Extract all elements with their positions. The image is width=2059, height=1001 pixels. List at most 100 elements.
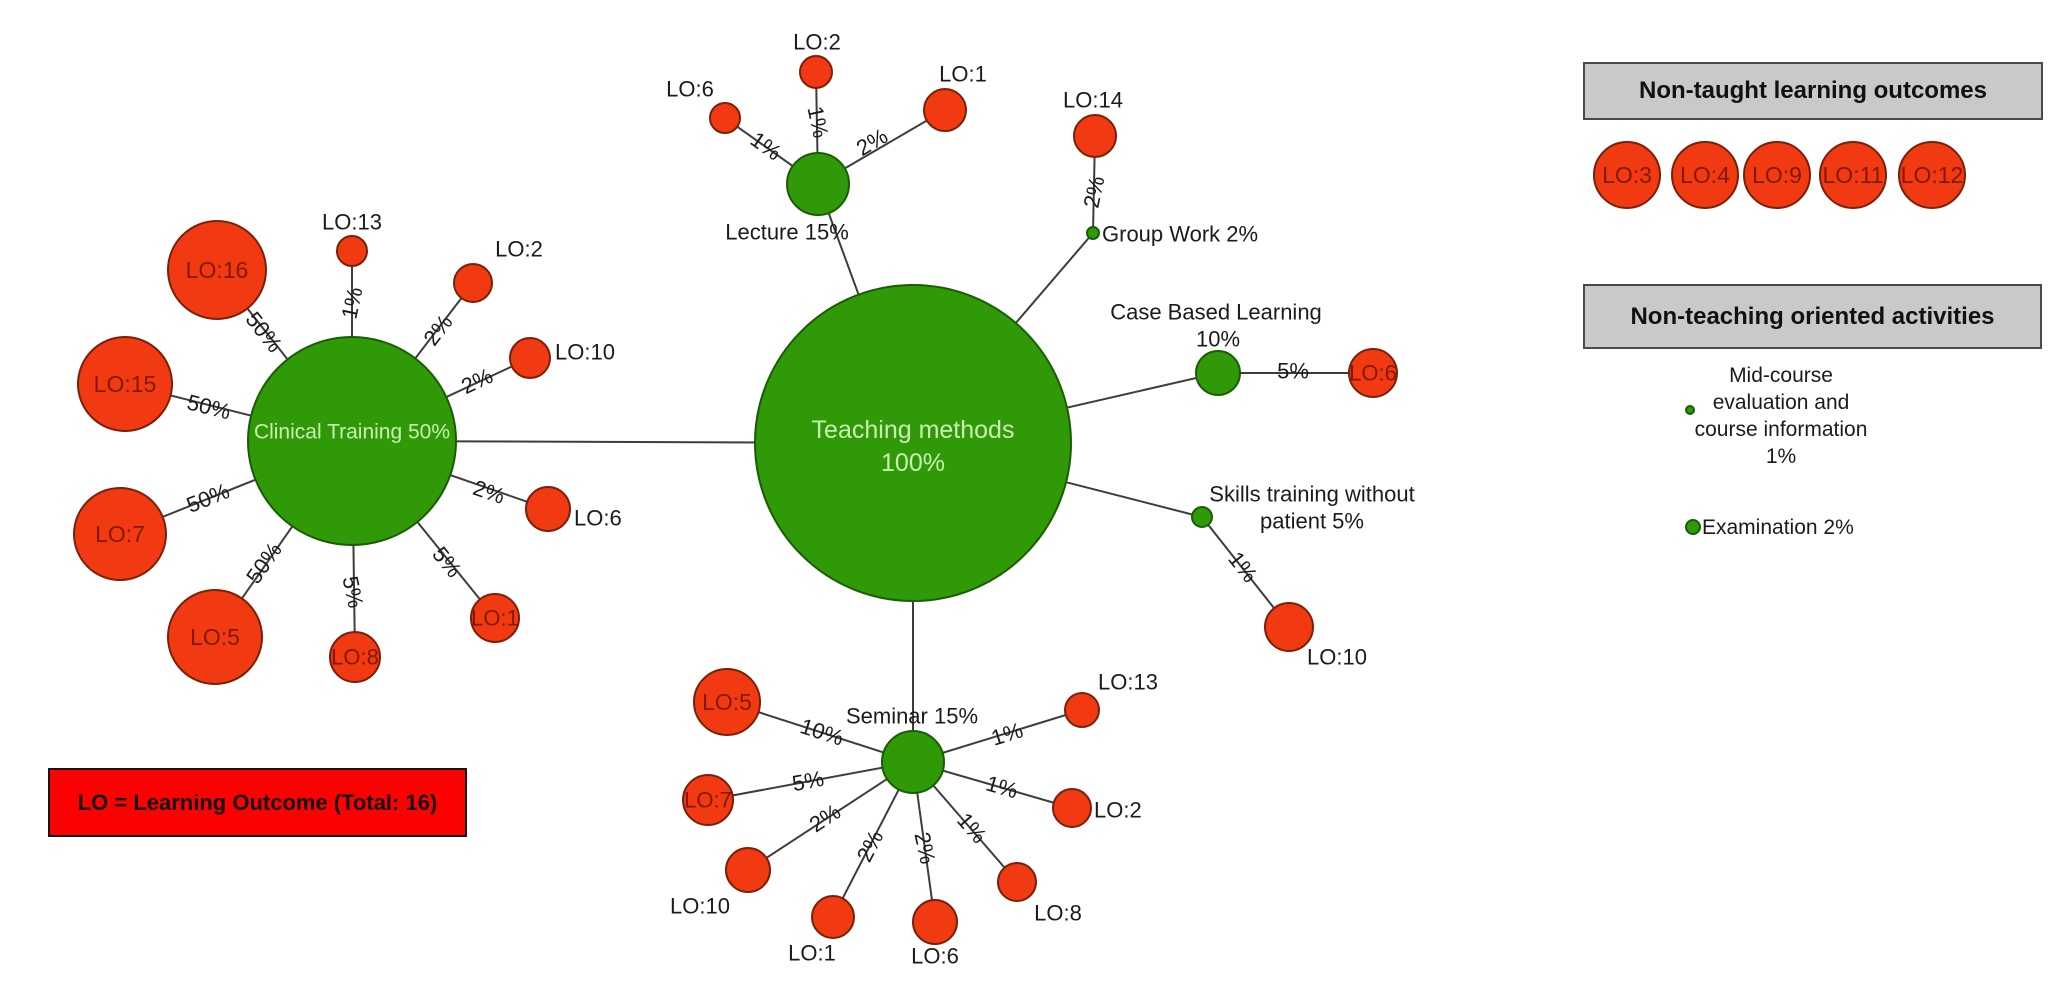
edge-label-seminar-se-lo5: 10% <box>797 713 847 750</box>
node-label-c-lo2: LO:2 <box>495 237 543 262</box>
edge-label-clinical-c-lo10: 2% <box>457 363 496 399</box>
node-label-skills-1: patient 5% <box>1260 509 1364 534</box>
node-label-teaching-1: 100% <box>881 449 945 477</box>
panel-header-non-teaching-label: Non-teaching oriented activities <box>1630 302 1995 330</box>
node-cbl <box>1195 350 1241 396</box>
node-skills <box>1191 506 1213 528</box>
panel-header-non-taught: Non-taught learning outcomes <box>1583 62 2043 120</box>
node-label-nt-lo11: LO:11 <box>1823 162 1884 188</box>
node-label-s-lo10: LO:10 <box>1307 645 1367 670</box>
node-label-clinical: Clinical Training 50% <box>254 421 450 444</box>
edge-label-lecture-l-lo6: 1% <box>746 127 786 166</box>
node-label-teaching: Teaching methods <box>812 416 1015 444</box>
node-l-lo2 <box>799 55 833 89</box>
node-label-nt-lo9: LO:9 <box>1752 162 1802 188</box>
edge-label-lecture-l-lo2: 1% <box>802 104 833 140</box>
node-nt-lo9 <box>1743 141 1811 209</box>
edge-label-clinical-c-lo6: 2% <box>470 475 508 509</box>
node-label-nt-lo4: LO:4 <box>1680 162 1730 188</box>
node-seminar <box>881 730 945 794</box>
node-label-c-lo13: LO:13 <box>322 210 382 235</box>
node-label-c-lo5: LO:5 <box>190 624 240 650</box>
node-label-c-lo6: LO:6 <box>574 506 622 531</box>
node-label-se-lo5: LO:5 <box>702 689 752 715</box>
node-se-lo1 <box>811 895 855 939</box>
node-midcourse-dot <box>1685 405 1695 415</box>
node-label-se-lo2: LO:2 <box>1094 798 1142 823</box>
edge-label-clinical-c-lo7: 50% <box>183 478 233 518</box>
node-label-se-lo10: LO:10 <box>670 894 730 919</box>
node-s-lo10 <box>1264 602 1314 652</box>
node-label-skills: Skills training without <box>1209 482 1414 507</box>
node-label-seminar: Seminar 15% <box>846 704 978 729</box>
edge-label-clinical-c-lo8: 5% <box>337 574 368 610</box>
node-nt-lo3 <box>1593 141 1661 209</box>
node-label-cbl: Case Based Learning <box>1110 300 1322 325</box>
node-cb-lo6 <box>1348 348 1398 398</box>
node-label-se-lo8: LO:8 <box>1034 901 1082 926</box>
node-label-nt-lo12: LO:12 <box>1901 162 1964 188</box>
node-label-se-lo7: LO:7 <box>684 788 732 813</box>
node-label-se-lo6: LO:6 <box>911 944 959 969</box>
node-c-lo1 <box>470 593 520 643</box>
mid-course-line-2: evaluation and <box>1712 391 1850 414</box>
mid-course-line-4: 1% <box>1765 445 1797 468</box>
mid-course-text-block: Mid-course evaluation and course informa… <box>1656 362 1906 470</box>
node-c-lo10 <box>509 337 551 379</box>
node-clinical <box>247 336 457 546</box>
node-label-nt-lo3: LO:3 <box>1602 162 1652 188</box>
node-c-lo13 <box>336 235 368 267</box>
node-c-lo15 <box>77 336 173 432</box>
node-c-lo6 <box>525 486 571 532</box>
node-label-cbl-1: 10% <box>1196 327 1240 352</box>
edge-label-seminar-se-lo7: 5% <box>790 766 826 796</box>
panel-header-non-teaching: Non-teaching oriented activities <box>1583 284 2042 349</box>
node-label-c-lo7: LO:7 <box>95 521 145 547</box>
node-c-lo5 <box>167 589 263 685</box>
panel-header-non-taught-label: Non-taught learning outcomes <box>1639 77 1987 104</box>
node-label-c-lo16: LO:16 <box>186 257 249 283</box>
node-se-lo10 <box>725 847 771 893</box>
edge-label-lecture-l-lo1: 2% <box>852 123 892 161</box>
edge-label-clinical-c-lo13: 1% <box>336 285 367 321</box>
node-label-l-lo1: LO:1 <box>939 62 987 87</box>
edge-label-seminar-se-lo10: 2% <box>805 799 845 837</box>
node-c-lo8 <box>329 631 381 683</box>
node-label-l-lo2: LO:2 <box>793 30 841 55</box>
edge-label-cbl-cb-lo6: 5% <box>1277 359 1309 384</box>
node-label-se-lo13: LO:13 <box>1098 670 1158 695</box>
edge-label-clinical-c-lo2: 2% <box>418 310 457 350</box>
node-label-l-lo6: LO:6 <box>666 77 714 102</box>
edge-label-groupwork-g-lo14: 2% <box>1078 174 1109 210</box>
node-label-c-lo15: LO:15 <box>94 371 157 397</box>
node-label-c-lo8: LO:8 <box>331 645 379 670</box>
edge-seminar-se-lo7 <box>707 761 914 801</box>
edge-label-clinical-c-lo15: 50% <box>185 390 234 425</box>
legend-box: LO = Learning Outcome (Total: 16) <box>48 768 467 837</box>
node-label-c-lo10: LO:10 <box>555 340 615 365</box>
node-nt-lo11 <box>1819 141 1887 209</box>
node-nt-lo12 <box>1898 141 1966 209</box>
node-label-lecture: Lecture 15% <box>725 220 849 245</box>
node-se-lo5 <box>693 668 761 736</box>
node-g-lo14 <box>1073 114 1117 158</box>
node-teaching <box>754 284 1072 602</box>
mid-course-line-1: Mid-course <box>1729 364 1833 387</box>
edge-label-seminar-se-lo1: 2% <box>852 826 889 866</box>
node-label-groupwork: Group Work 2% <box>1102 222 1258 247</box>
node-label-se-lo1: LO:1 <box>788 941 836 966</box>
node-label-c-lo1: LO:1 <box>471 606 519 631</box>
node-nt-lo4 <box>1671 141 1739 209</box>
mid-course-line-3: course information <box>1694 418 1868 441</box>
node-se-lo13 <box>1064 692 1100 728</box>
edge-seminar-se-lo10 <box>747 761 914 871</box>
node-c-lo16 <box>167 220 267 320</box>
examination-label: Examination 2% <box>1702 516 1854 539</box>
edge-label-seminar-se-lo6: 2% <box>909 830 940 866</box>
edge-label-seminar-se-lo13: 1% <box>988 717 1026 750</box>
node-se-lo8 <box>997 862 1037 902</box>
node-se-lo2 <box>1052 788 1092 828</box>
node-se-lo7 <box>682 774 734 826</box>
